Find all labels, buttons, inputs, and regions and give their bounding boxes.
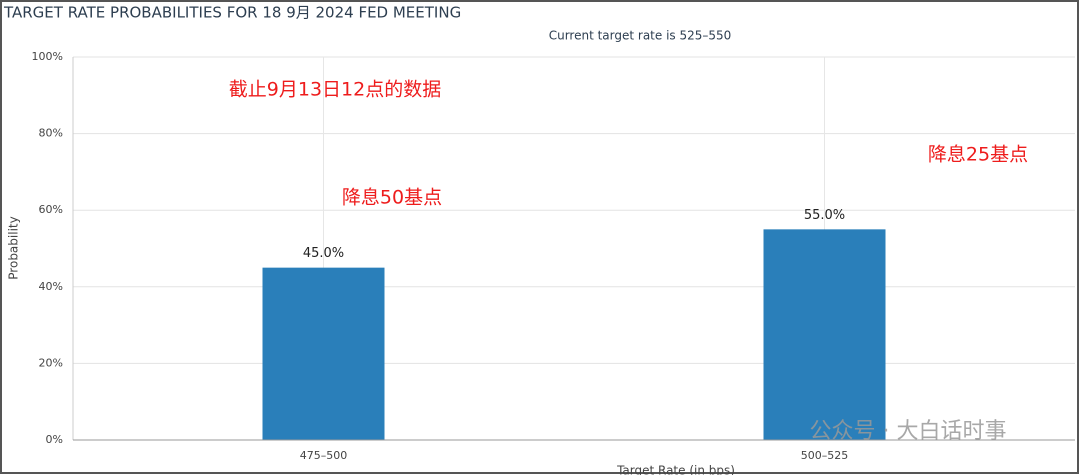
y-tick-label: 60% — [39, 203, 63, 216]
annotation: 降息50基点 — [342, 187, 442, 209]
bar — [763, 229, 886, 440]
x-tick-label: 500–525 — [801, 449, 849, 462]
watermark: 公众号 · 大白话时事 — [810, 419, 1007, 444]
plot-area: 0% 20% 40% 60% 80% 100% 45.0% 475–500 55.0% 500–5… — [32, 50, 1075, 462]
x-tick-label: 475–500 — [300, 449, 348, 462]
chart-subtitle: Current target rate is 525–550 — [549, 29, 732, 43]
bar — [262, 267, 385, 440]
value-label: 55.0% — [804, 208, 845, 223]
chart-title: TARGET RATE PROBABILITIES FOR 18 9月 2024… — [3, 4, 461, 22]
value-label: 45.0% — [303, 246, 344, 261]
y-tick-label: 0% — [46, 433, 63, 446]
y-axis-label: Probability — [7, 216, 21, 279]
annotation: 降息25基点 — [928, 144, 1028, 166]
y-tick-label: 100% — [32, 50, 63, 63]
x-axis-label: Target Rate (in bps) — [616, 464, 735, 475]
y-tick-label: 40% — [39, 280, 63, 293]
annotation: 截止9月13日12点的数据 — [229, 79, 441, 101]
y-tick-label: 20% — [39, 356, 63, 369]
y-tick-label: 80% — [39, 127, 63, 140]
